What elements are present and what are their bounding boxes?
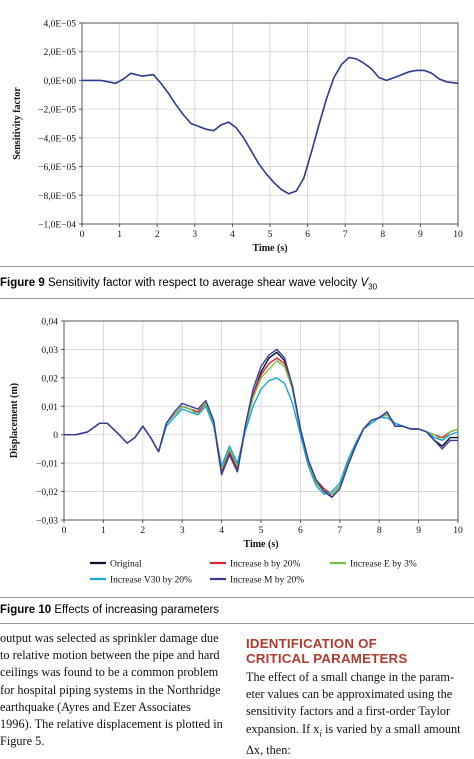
x-tick-label: 8 [377,526,382,536]
body-fragment: is varied by a small amount [321,721,461,736]
x-tick-label: 1 [101,526,106,536]
body-line: expansion. If xi is varied by a small am… [246,721,474,743]
body-text-left: output was selected as sprinkler damage … [0,630,228,750]
figure-9-caption-sub: 30 [368,282,378,292]
figure-9-caption: Figure 9 Sensitivity factor with respect… [0,277,474,291]
legend-label: Increase V30 by 20% [110,576,192,586]
body-line: sensitivity factors and a first-order Ta… [246,704,451,719]
y-tick-label: −8,0E−05 [38,192,76,202]
body-fragment: i [319,728,322,739]
y-tick-label: 0 [53,431,58,441]
y-tick-label: 0,04 [41,318,58,328]
x-tick-label: 10 [453,526,463,536]
figure-10-caption: Figure 10 Effects of increasing paramete… [0,604,474,616]
caption-rule-bottom [0,298,474,299]
figure-9-caption-text: Sensitivity factor with respect to avera… [47,277,361,289]
body-line: 1996). The relative displacement is plot… [0,717,223,732]
body-line: output was selected as sprinkler damage … [0,631,219,645]
x-axis-label: Time (s) [252,243,287,254]
body-line: eter values can be approximated using th… [246,687,453,702]
x-tick-label: 1 [117,230,122,240]
y-tick-label: 0,0E+00 [43,77,76,87]
x-tick-label: 4 [230,230,235,240]
section-heading-line-2: CRITICAL PARAMETERS [246,651,408,666]
body-line: The effect of a small change in the para… [246,670,455,684]
series-line-0 [82,56,459,195]
legend-label: Increase b by 20% [230,560,301,570]
caption-rule-bottom [0,623,474,624]
x-axis-label: Time (s) [243,539,278,550]
y-tick-label: −1,0E−04 [38,221,76,231]
body-line: earthquake (Ayres and Ezer Associates [0,699,191,714]
x-tick-label: 0 [62,526,67,536]
x-tick-label: 6 [305,230,310,240]
figure-10-caption-text: Effects of increasing parameters [54,604,220,616]
body-line: for hospital piping systems in the North… [0,682,221,697]
figure-10-label: Figure 10 [0,604,52,616]
body-fragment: expansion. If x [246,721,320,736]
body-fragment: , then: [260,743,291,758]
y-tick-label: −0,01 [36,460,58,470]
figure-9: 4,0E−05 2,0E−05 0,0E+00 −2,0E−05 −4,0E−05 −6,… [0,0,474,300]
figure-9-label: Figure 9 [0,277,45,289]
y-tick-label: −0,02 [36,488,58,498]
body-line: Figure 5. [0,734,45,749]
body-line: ceilings was found to be a common proble… [0,665,219,680]
y-tick-label: 0,03 [41,346,58,356]
x-tick-label: 5 [268,230,273,240]
y-tick-label: 0,01 [41,403,58,413]
x-tick-label: 2 [155,230,160,240]
figure-10: 0,04 0,03 0,02 0,01 0 −0,01 −0,02 −0,03 0 1 2 3 4 5 6 7… [0,304,474,594]
body-fragment: Δx [246,743,261,758]
body-text-right: IDENTIFICATION OF CRITICAL PARAMETERS Th… [246,636,474,759]
x-tick-label: 7 [337,526,342,536]
x-tick-label: 4 [219,526,224,536]
legend-label: Increase E by 3% [350,560,417,570]
x-tick-label: 3 [192,230,197,240]
y-tick-label: 4,0E−05 [43,20,76,30]
y-axis-label: Displacement (m) [9,383,20,458]
x-tick-label: 6 [298,526,303,536]
body-line: Δx, then: [246,742,474,759]
y-tick-label: −6,0E−05 [38,163,76,173]
y-tick-label: 0,02 [41,374,58,384]
x-tick-label: 7 [343,230,348,240]
x-tick-label: 8 [380,230,385,240]
y-tick-label: −4,0E−05 [38,134,76,144]
x-tick-label: 10 [453,230,463,240]
x-tick-label: 9 [416,526,421,536]
sensitivity-chart: 4,0E−05 2,0E−05 0,0E+00 −2,0E−05 −4,0E−05 −6,… [12,20,463,255]
y-axis-label: Sensitivity factor [12,87,23,160]
body-line: to relative motion between the pipe and … [0,648,220,663]
y-tick-label: −0,03 [36,517,58,527]
displacement-chart: 0,04 0,03 0,02 0,01 0 −0,01 −0,02 −0,03 0 1 2 3 4 5 6 7… [9,318,463,586]
section-heading: IDENTIFICATION OF CRITICAL PARAMETERS [246,636,474,666]
section-heading-line-1: IDENTIFICATION OF [246,636,377,651]
x-tick-label: 9 [418,230,423,240]
x-tick-label: 5 [259,526,264,536]
y-tick-label: 2,0E−05 [43,48,76,58]
caption-rule [0,266,474,267]
y-tick-label: −2,0E−05 [38,106,76,116]
caption-rule [0,597,474,598]
series-line-4 [64,348,458,498]
x-tick-label: 2 [140,526,145,536]
figure-9-caption-var: V [360,277,369,289]
legend-label: Increase M by 20% [230,576,304,586]
x-tick-label: 0 [80,230,85,240]
x-tick-label: 3 [180,526,185,536]
legend-label: Original [110,560,142,570]
